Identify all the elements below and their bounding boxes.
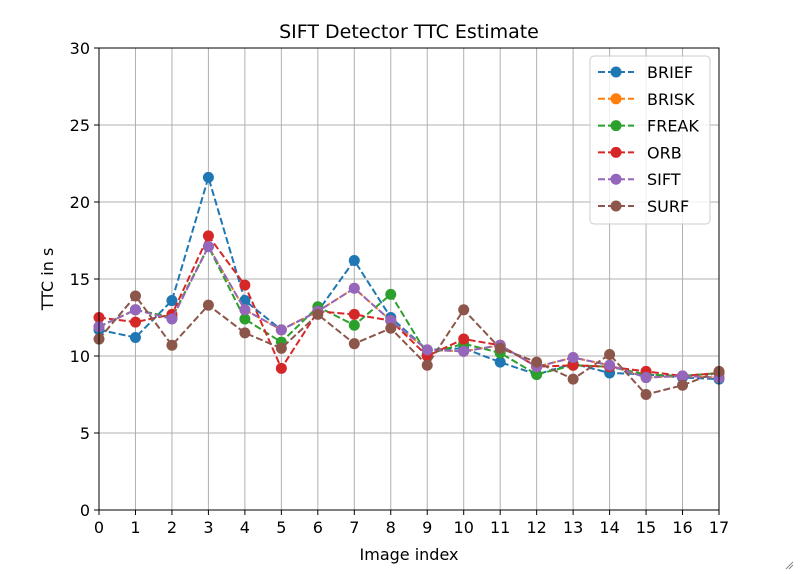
- y-tick-label: 10: [70, 347, 90, 366]
- legend-entry: SIFT: [598, 170, 681, 189]
- data-point: [129, 316, 141, 328]
- series-line: [98, 173, 720, 381]
- data-point: [640, 372, 652, 384]
- data-point: [677, 379, 689, 391]
- x-tick-label: 15: [636, 518, 656, 537]
- legend-label: ORB: [647, 143, 682, 162]
- legend-label: SIFT: [647, 170, 681, 189]
- legend-marker: [610, 200, 622, 212]
- legend-marker: [610, 146, 622, 158]
- legend-entry: ORB: [598, 143, 682, 162]
- data-point: [202, 171, 214, 183]
- data-point: [348, 282, 360, 294]
- data-point: [458, 304, 470, 316]
- x-tick-label: 1: [130, 518, 140, 537]
- data-point: [202, 241, 214, 253]
- y-tick-label: 5: [80, 424, 90, 443]
- data-point: [494, 342, 506, 354]
- y-tick-label: 15: [70, 270, 90, 289]
- data-point: [239, 327, 251, 339]
- data-point: [458, 333, 470, 345]
- x-tick-label: 2: [167, 518, 177, 537]
- data-point: [421, 359, 433, 371]
- data-point: [166, 295, 178, 307]
- x-tick-label: 16: [672, 518, 692, 537]
- data-point: [531, 356, 543, 368]
- legend-label: SURF: [647, 197, 689, 216]
- legend: BRIEF BRISK FREAK ORB SIFT SURF: [589, 55, 711, 225]
- data-point: [275, 324, 287, 336]
- series-line: [98, 294, 720, 396]
- x-tick-label: 12: [526, 518, 546, 537]
- data-point: [129, 304, 141, 316]
- legend-entry: FREAK: [598, 117, 699, 136]
- data-point: [604, 359, 616, 371]
- resize-grip-icon[interactable]: [784, 560, 794, 570]
- data-point: [348, 255, 360, 267]
- data-point: [531, 368, 543, 380]
- legend-marker: [610, 93, 622, 105]
- data-point: [166, 313, 178, 325]
- data-point: [166, 339, 178, 351]
- data-point: [348, 308, 360, 320]
- legend-marker: [610, 66, 622, 78]
- data-point: [202, 230, 214, 242]
- series-surf: [93, 290, 725, 400]
- legend-marker: [610, 120, 622, 132]
- data-point: [494, 356, 506, 368]
- data-point: [239, 279, 251, 291]
- x-tick-label: 8: [386, 518, 396, 537]
- legend-label: BRIEF: [647, 63, 693, 82]
- x-axis-label: Image index: [360, 545, 459, 564]
- data-point: [567, 352, 579, 364]
- y-tick-label: 0: [80, 501, 90, 520]
- data-point: [677, 370, 689, 382]
- data-point: [385, 288, 397, 300]
- x-tick-label: 4: [240, 518, 250, 537]
- data-point: [129, 332, 141, 344]
- y-tick-label: 20: [70, 193, 90, 212]
- data-point: [421, 344, 433, 356]
- x-tick-label: 5: [276, 518, 286, 537]
- data-point: [129, 290, 141, 302]
- legend-entry: BRIEF: [598, 63, 693, 82]
- x-tick-label: 13: [563, 518, 583, 537]
- x-tick-label: 6: [313, 518, 323, 537]
- data-point: [239, 304, 251, 316]
- x-tick-label: 9: [422, 518, 432, 537]
- data-point: [640, 389, 652, 400]
- data-point: [385, 322, 397, 334]
- data-point: [275, 342, 287, 354]
- legend-label: BRISK: [647, 90, 695, 109]
- y-tick-label: 30: [70, 39, 90, 58]
- series-line: [98, 244, 720, 379]
- data-point: [202, 299, 214, 311]
- x-tick-label: 3: [203, 518, 213, 537]
- data-point: [239, 313, 251, 325]
- data-point: [312, 308, 324, 320]
- data-point: [567, 373, 579, 385]
- data-point: [275, 362, 287, 374]
- legend-entry: SURF: [598, 197, 689, 216]
- y-axis-label: TTC in s: [38, 248, 57, 312]
- chart-title: SIFT Detector TTC Estimate: [279, 21, 539, 43]
- x-tick-label: 14: [599, 518, 619, 537]
- y-tick-label: 25: [70, 116, 90, 135]
- data-point: [458, 345, 470, 357]
- x-tick-label: 11: [490, 518, 510, 537]
- legend-label: FREAK: [647, 117, 699, 136]
- legend-entry: BRISK: [598, 90, 695, 109]
- data-point: [385, 315, 397, 327]
- data-point: [348, 319, 360, 331]
- x-tick-label: 10: [454, 518, 474, 537]
- data-point: [604, 348, 616, 360]
- data-point: [567, 359, 579, 371]
- x-tick-label: 7: [349, 518, 359, 537]
- x-tick-label: 0: [94, 518, 104, 537]
- x-tick-label: 17: [709, 518, 729, 537]
- legend-marker: [610, 173, 622, 185]
- data-point: [348, 338, 360, 350]
